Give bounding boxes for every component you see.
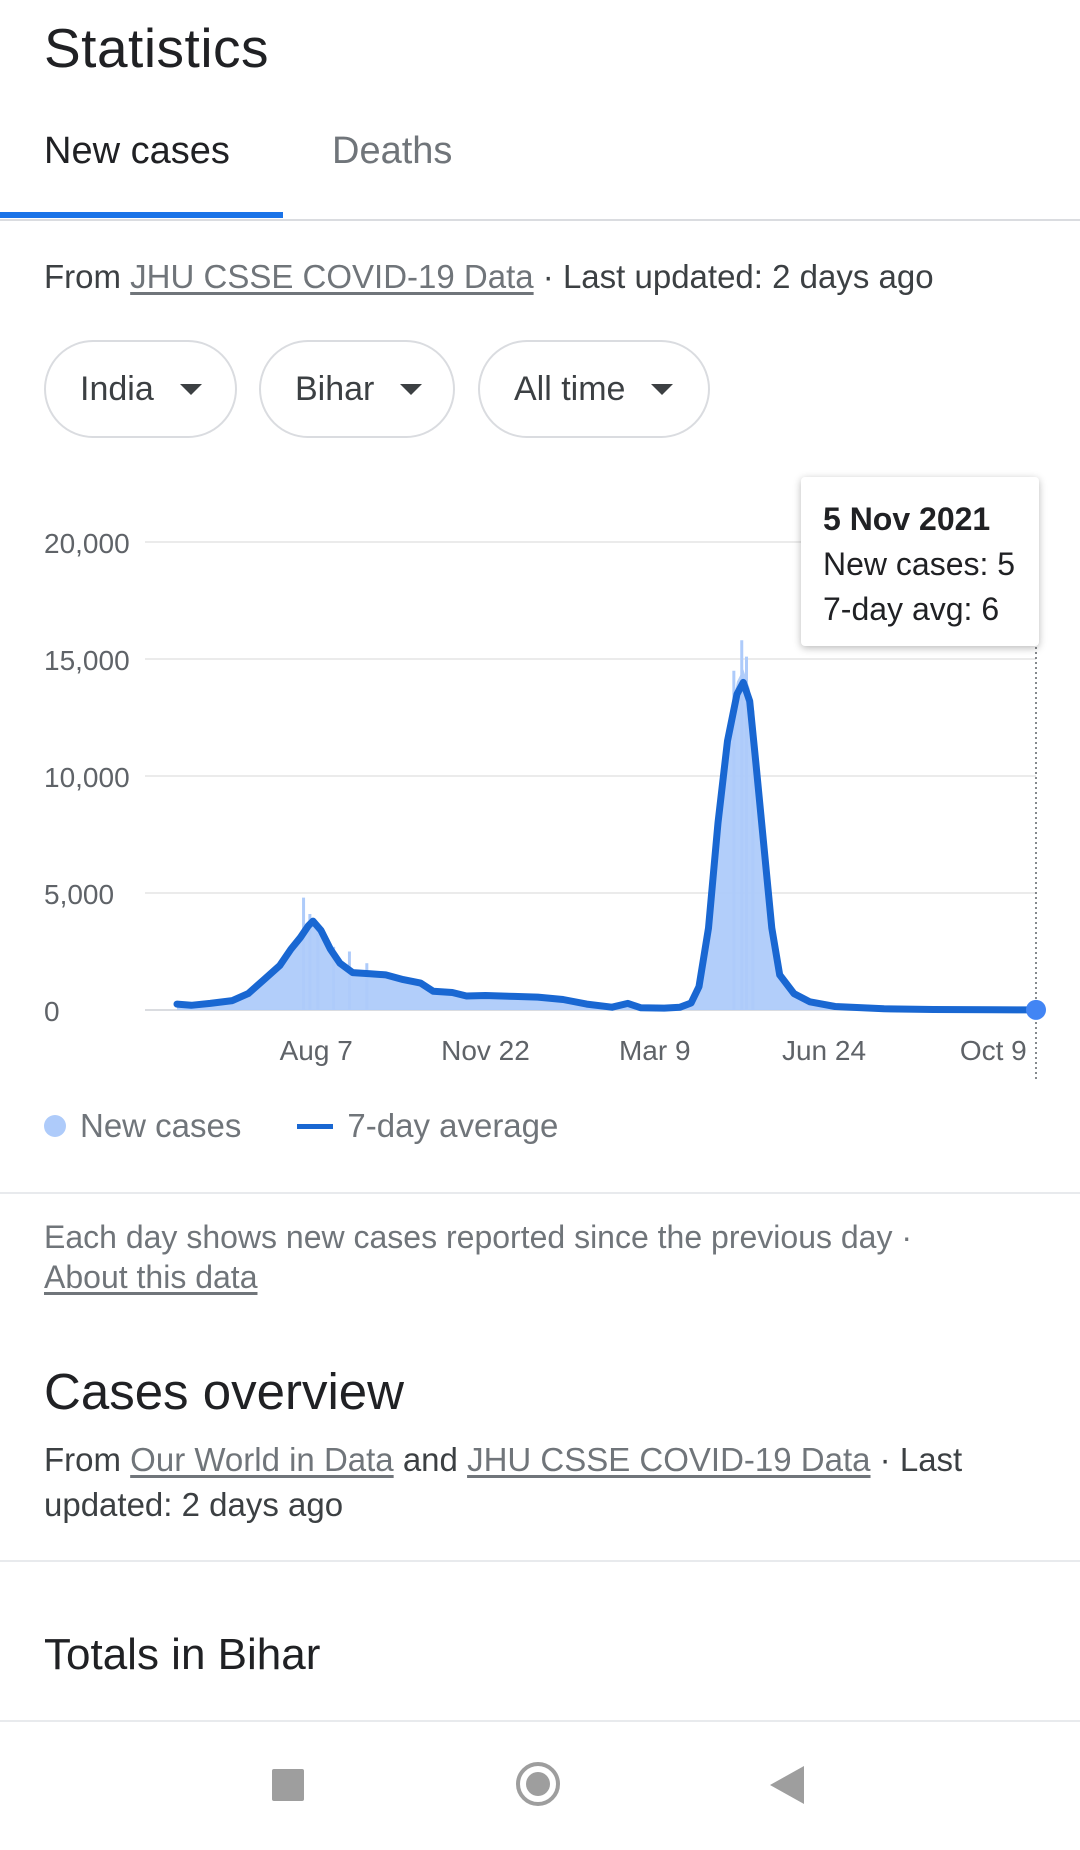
- overview-source-line: From Our World in Data and JHU CSSE COVI…: [44, 1437, 1044, 1527]
- cases-overview-title: Cases overview: [44, 1363, 404, 1420]
- time-range-filter-label: All time: [514, 369, 626, 408]
- triangle-back-icon[interactable]: [770, 1766, 804, 1804]
- overview-prefix: From: [44, 1441, 131, 1478]
- tooltip-new-cases: New cases: 5: [823, 546, 1016, 582]
- our-world-in-data-link[interactable]: Our World in Data: [130, 1441, 394, 1478]
- jhu-source-link[interactable]: JHU CSSE COVID-19 Data: [130, 258, 534, 295]
- jhu-overview-link[interactable]: JHU CSSE COVID-19 Data: [467, 1441, 871, 1478]
- tab-new-cases[interactable]: New cases: [44, 130, 230, 172]
- y-tick-label: 0: [44, 996, 60, 1027]
- y-tick-label: 20,000: [44, 528, 130, 559]
- y-tick-label: 15,000: [44, 645, 130, 676]
- country-filter-chip[interactable]: India: [44, 340, 237, 438]
- new-cases-area: [177, 669, 1036, 1010]
- state-filter-label: Bihar: [295, 369, 375, 408]
- data-source-line: From JHU CSSE COVID-19 Data · Last updat…: [44, 258, 934, 296]
- square-icon[interactable]: [272, 1769, 304, 1801]
- last-updated-text: · Last updated: 2 days ago: [533, 258, 934, 295]
- x-tick-label: Aug 7: [280, 1035, 353, 1066]
- x-tick-label: Jun 24: [782, 1035, 866, 1066]
- selected-point-marker: [1026, 999, 1046, 1020]
- section-divider: [0, 1560, 1080, 1562]
- legend-new-cases: New cases: [80, 1107, 242, 1144]
- chart-tooltip: 5 Nov 2021 New cases: 5 7-day avg: 6: [801, 477, 1039, 646]
- legend-7day-average: 7-day average: [347, 1107, 559, 1144]
- tooltip-7day-avg: 7-day avg: 6: [823, 591, 1000, 627]
- country-filter-label: India: [80, 369, 154, 408]
- circle-inner-icon: [526, 1772, 550, 1796]
- dropdown-arrow-icon: [400, 383, 423, 395]
- y-tick-label: 5,000: [44, 879, 114, 910]
- circle-icon[interactable]: [516, 1762, 560, 1806]
- data-note: Each day shows new cases reported since …: [44, 1217, 1044, 1297]
- new-cases-chart[interactable]: 20,000 15,000 10,000 5,000 0 Aug 7 Nov 22 Mar …: [0, 470, 1080, 1090]
- tooltip-date: 5 Nov 2021: [823, 501, 991, 537]
- dropdown-arrow-icon: [651, 383, 674, 395]
- y-tick-label: 10,000: [44, 762, 130, 793]
- x-tick-label: Oct 9: [960, 1035, 1027, 1066]
- state-filter-chip[interactable]: Bihar: [259, 340, 455, 438]
- dropdown-arrow-icon: [179, 383, 202, 395]
- totals-title: Totals in Bihar: [44, 1630, 321, 1679]
- x-tick-label: Nov 22: [441, 1035, 530, 1066]
- seven-day-average-line: [173, 678, 1040, 1014]
- new-cases-legend-dot-icon: [44, 1115, 66, 1137]
- page-title: Statistics: [44, 17, 270, 79]
- about-this-data-link[interactable]: About this data: [44, 1259, 258, 1295]
- active-tab-indicator: [0, 212, 283, 218]
- x-tick-label: Mar 9: [619, 1035, 691, 1066]
- source-prefix: From: [44, 258, 131, 295]
- data-note-text: Each day shows new cases reported since …: [44, 1219, 913, 1255]
- overview-mid: and: [393, 1441, 468, 1478]
- tab-divider: [0, 219, 1080, 221]
- tab-deaths[interactable]: Deaths: [332, 130, 453, 172]
- avg-legend-line-icon: [297, 1123, 334, 1129]
- section-divider: [0, 1192, 1080, 1194]
- section-divider: [0, 1720, 1080, 1722]
- overview-last-updated: · Last updated: 2 days ago: [44, 1441, 963, 1523]
- time-range-filter-chip[interactable]: All time: [478, 340, 710, 438]
- chart-legend: New cases 7-day average: [44, 1107, 558, 1145]
